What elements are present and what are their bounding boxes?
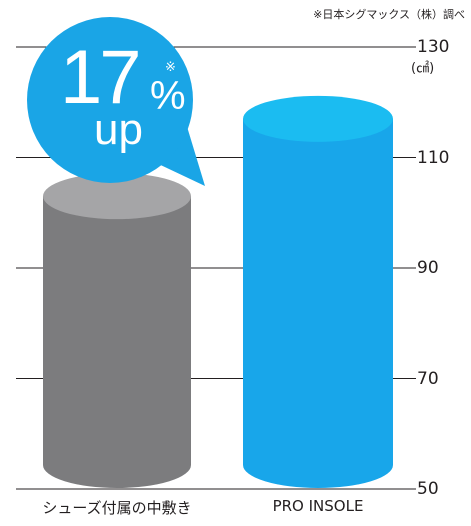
bubble-tail [150, 120, 205, 186]
y-tick-label: 70 [417, 368, 439, 389]
bar-body [43, 196, 191, 489]
callout-bubble [27, 17, 205, 186]
bar-1 [43, 173, 191, 489]
callout-up: up [94, 105, 143, 154]
callout-percent: % [150, 74, 186, 118]
bar-top [43, 173, 191, 220]
y-tick-label: 130 [417, 37, 450, 57]
callout-mark: ※ [165, 59, 176, 74]
bubble-circle [27, 17, 193, 183]
bar-2 [243, 95, 393, 488]
y-axis-unit: (㎠) [411, 61, 435, 76]
y-tick-label: 90 [417, 258, 439, 278]
category-label: PRO INSOLE [272, 497, 364, 515]
source-note: ※日本シグマックス（株）調べ [313, 8, 465, 21]
bar-body [243, 118, 393, 488]
bars [43, 95, 393, 489]
bar-top [243, 95, 393, 142]
y-tick-label: 110 [417, 147, 450, 168]
callout-number: 17 [60, 35, 142, 120]
y-tick-label: 50 [417, 479, 439, 499]
category-label: シューズ付属の中敷き [42, 499, 192, 517]
